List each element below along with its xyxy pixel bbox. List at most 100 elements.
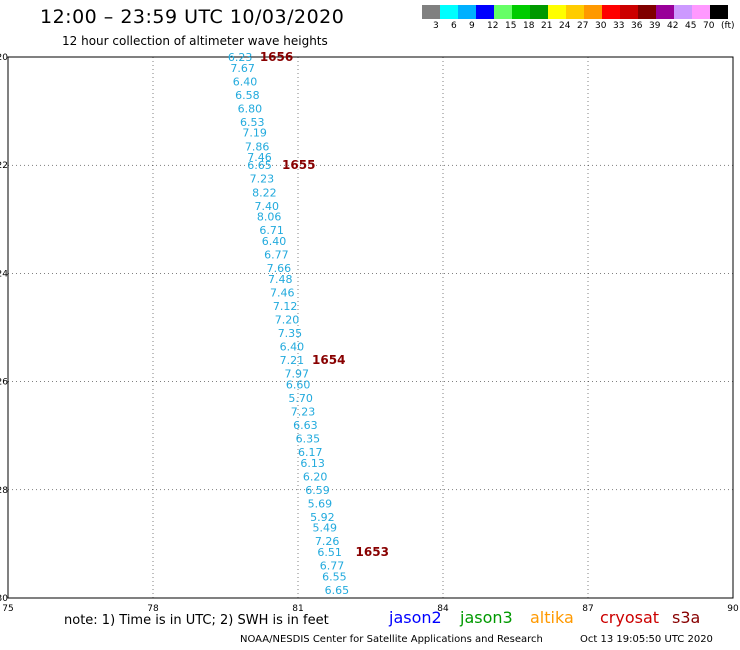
legend-swatch [584, 5, 602, 19]
wave-height-value: 6.65 [325, 584, 350, 597]
legend-swatch [422, 5, 440, 19]
wave-height-value: 7.46 [247, 151, 272, 164]
legend-label: 36 [631, 21, 643, 31]
legend-label: 21 [541, 21, 553, 31]
legend-swatch [530, 5, 548, 19]
wave-height-value: 6.77 [320, 560, 345, 573]
generation-timestamp: Oct 13 19:05:50 UTC 2020 [580, 634, 713, 645]
wave-height-value: 6.53 [240, 116, 265, 129]
x-tick-label: 75 [2, 604, 13, 614]
x-tick-label: 87 [582, 604, 593, 614]
legend-label: 18 [523, 21, 535, 31]
page-subtitle: 12 hour collection of altimeter wave hei… [62, 34, 328, 48]
legend-swatch [692, 5, 710, 19]
wave-height-value: 6.35 [296, 432, 321, 445]
wave-height-value: 6.23 [228, 51, 253, 64]
wave-height-value: 6.40 [262, 235, 287, 248]
wave-height-value: 5.49 [313, 522, 338, 535]
satellite-name: jason3 [460, 608, 513, 627]
satellite-name: cryosat [600, 608, 660, 627]
footer-note: note: 1) Time is in UTC; 2) SWH is in fe… [64, 613, 329, 628]
legend-label: 9 [469, 21, 475, 31]
pass-labels: 1656 1655 1654 1653 [260, 50, 389, 559]
wave-height-value: 6.17 [298, 446, 323, 459]
pass-number-label: 1656 [260, 50, 293, 64]
y-tick-label: -22 [0, 161, 8, 171]
x-tick-label: 90 [727, 604, 739, 614]
legend-swatch [476, 5, 494, 19]
wave-height-value: 6.20 [303, 470, 328, 483]
wave-height-value: 6.58 [235, 89, 260, 102]
wave-height-value: 5.92 [310, 511, 335, 524]
legend-label: 12 [487, 21, 499, 31]
legend-swatch [566, 5, 584, 19]
legend-label: 6 [451, 21, 457, 31]
legend-label: 33 [613, 21, 625, 31]
legend-swatch [548, 5, 566, 19]
pass-number-label: 1654 [312, 353, 345, 367]
color-legend: 3 6 9 12 15 18 21 24 27 30 33 36 39 42 45 70 (ft) [422, 5, 735, 31]
legend-swatch [458, 5, 476, 19]
legend-label: 45 [685, 21, 697, 31]
wave-height-value: 6.77 [264, 248, 289, 261]
wave-height-value: 8.06 [257, 211, 282, 224]
wave-height-value: 7.26 [315, 535, 340, 548]
y-tick-label: -28 [0, 486, 8, 496]
map-grid [7, 56, 734, 599]
wave-height-value: 7.21 [280, 354, 305, 367]
wave-height-value: 5.69 [308, 497, 333, 510]
wave-height-value: 7.86 [245, 140, 269, 153]
wave-height-value: 6.51 [317, 546, 342, 559]
wave-height-value: 6.59 [305, 484, 330, 497]
x-tick-label: 78 [147, 604, 159, 614]
wave-height-value: 6.40 [280, 340, 305, 353]
axis-ticks: 75 78 81 84 87 90 -20 -22 -24 -26 -28 -30 [0, 53, 739, 614]
legend-label: 70 [703, 21, 715, 31]
legend-swatch [512, 5, 530, 19]
legend-swatch [602, 5, 620, 19]
y-tick-label: -24 [0, 269, 8, 279]
legend-label: 30 [595, 21, 607, 31]
legend-label: 42 [667, 21, 679, 31]
legend-label: 39 [649, 21, 661, 31]
wave-height-value: 7.23 [250, 173, 275, 186]
wave-height-value: 7.67 [230, 62, 255, 75]
legend-swatch [710, 5, 728, 19]
wave-height-value: 6.63 [293, 419, 318, 432]
page-title: 12:00 – 23:59 UTC 10/03/2020 [40, 6, 345, 28]
legend-labels: 3 6 9 12 15 18 21 24 27 30 33 36 39 42 45 70 (ft) [422, 19, 735, 31]
satellite-name: s3a [672, 608, 701, 627]
wave-height-value: 7.35 [278, 327, 303, 340]
legend-swatch [656, 5, 674, 19]
wave-height-value: 7.23 [291, 405, 316, 418]
wave-height-value: 7.40 [255, 200, 280, 213]
wave-height-value: 7.20 [275, 313, 300, 326]
legend-swatches [422, 5, 728, 19]
wave-height-value: 6.71 [259, 224, 284, 237]
pass-number-label: 1653 [356, 545, 389, 559]
legend-label: 15 [505, 21, 517, 31]
wave-height-value: 8.22 [252, 186, 276, 199]
wave-height-value: 7.48 [268, 273, 293, 286]
legend-label: 3 [433, 21, 439, 31]
y-tick-label: -20 [0, 53, 8, 63]
legend-swatch [494, 5, 512, 19]
wave-height-value: 6.55 [322, 570, 347, 583]
altimeter-track: 6.237.676.406.586.806.537.197.867.466.65… [228, 51, 349, 597]
legend-swatch [638, 5, 656, 19]
wave-height-value: 6.40 [233, 75, 258, 88]
wave-height-value: 6.60 [286, 378, 311, 391]
x-tick-label: 81 [292, 604, 303, 614]
y-tick-label: -30 [0, 594, 8, 604]
legend-label: 24 [559, 21, 571, 31]
wave-height-value: 5.70 [288, 392, 313, 405]
legend-label: (ft) [721, 21, 735, 31]
wave-height-value: 7.46 [270, 286, 295, 299]
y-tick-label: -26 [0, 378, 8, 388]
wave-height-value: 7.12 [273, 300, 298, 313]
wave-height-value: 6.80 [238, 102, 262, 115]
satellite-name: jason2 [389, 608, 442, 627]
wave-height-value: 6.13 [300, 457, 325, 470]
satellite-name: altika [530, 608, 574, 627]
